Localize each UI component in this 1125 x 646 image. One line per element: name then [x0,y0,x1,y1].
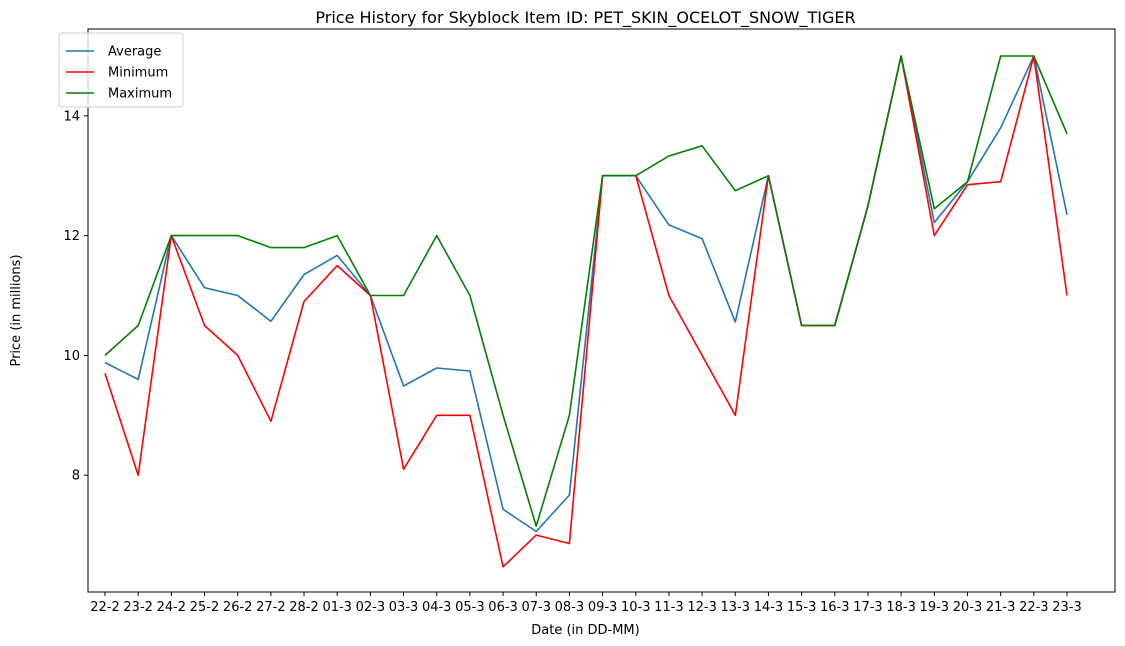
x-tick-label: 16-3 [820,600,850,615]
y-tick-label: 14 [63,109,80,124]
x-tick-label: 12-3 [687,600,717,615]
y-tick-label: 12 [63,229,80,244]
x-tick-label: 07-3 [521,600,551,615]
x-tick-label: 10-3 [621,600,651,615]
x-tick-label: 25-2 [190,600,220,615]
x-tick-label: 17-3 [853,600,883,615]
x-tick-label: 11-3 [654,600,684,615]
x-tick-label: 05-3 [455,600,485,615]
x-tick-label: 18-3 [886,600,916,615]
x-tick-label: 08-3 [555,600,585,615]
legend-label-minimum: Minimum [108,66,168,81]
y-axis-label: Price (in millions) [9,254,24,366]
x-tick-label: 02-3 [356,600,386,615]
x-tick-label: 28-2 [289,600,319,615]
x-tick-label: 21-3 [986,600,1016,615]
x-tick-label: 23-2 [123,600,153,615]
x-tick-label: 20-3 [953,600,983,615]
x-tick-label: 03-3 [389,600,419,615]
x-tick-label: 06-3 [488,600,518,615]
x-tick-label: 27-2 [256,600,286,615]
legend-label-maximum: Maximum [108,87,172,102]
x-tick-label: 04-3 [422,600,452,615]
x-tick-label: 13-3 [721,600,751,615]
legend-label-average: Average [108,45,161,60]
x-tick-label: 01-3 [322,600,352,615]
x-axis-ticks: 22-2 23-2 24-2 25-2 26-2 27-2 28-2 01-3 02-3 03-3… [90,592,1082,615]
series-lines [104,55,1068,568]
series-line-maximum [104,55,1068,527]
x-tick-label: 23-3 [1052,600,1082,615]
x-tick-label: 24-2 [157,600,187,615]
x-axis-label: Date (in DD-MM) [531,623,639,638]
y-tick-label: 8 [72,469,80,484]
y-tick-label: 10 [63,349,80,364]
y-axis-ticks: 8 10 12 14 [63,109,88,484]
series-line-minimum [104,55,1068,568]
x-tick-label: 22-3 [1019,600,1049,615]
x-tick-label: 14-3 [754,600,784,615]
legend: Average Minimum Maximum [58,32,184,108]
x-tick-label: 26-2 [223,600,253,615]
x-tick-label: 09-3 [588,600,618,615]
x-tick-label: 22-2 [90,600,120,615]
plot-area [87,28,1116,593]
chart-title: Price History for Skyblock Item ID: PET_… [315,8,855,28]
x-tick-label: 15-3 [787,600,817,615]
x-tick-label: 19-3 [920,600,950,615]
